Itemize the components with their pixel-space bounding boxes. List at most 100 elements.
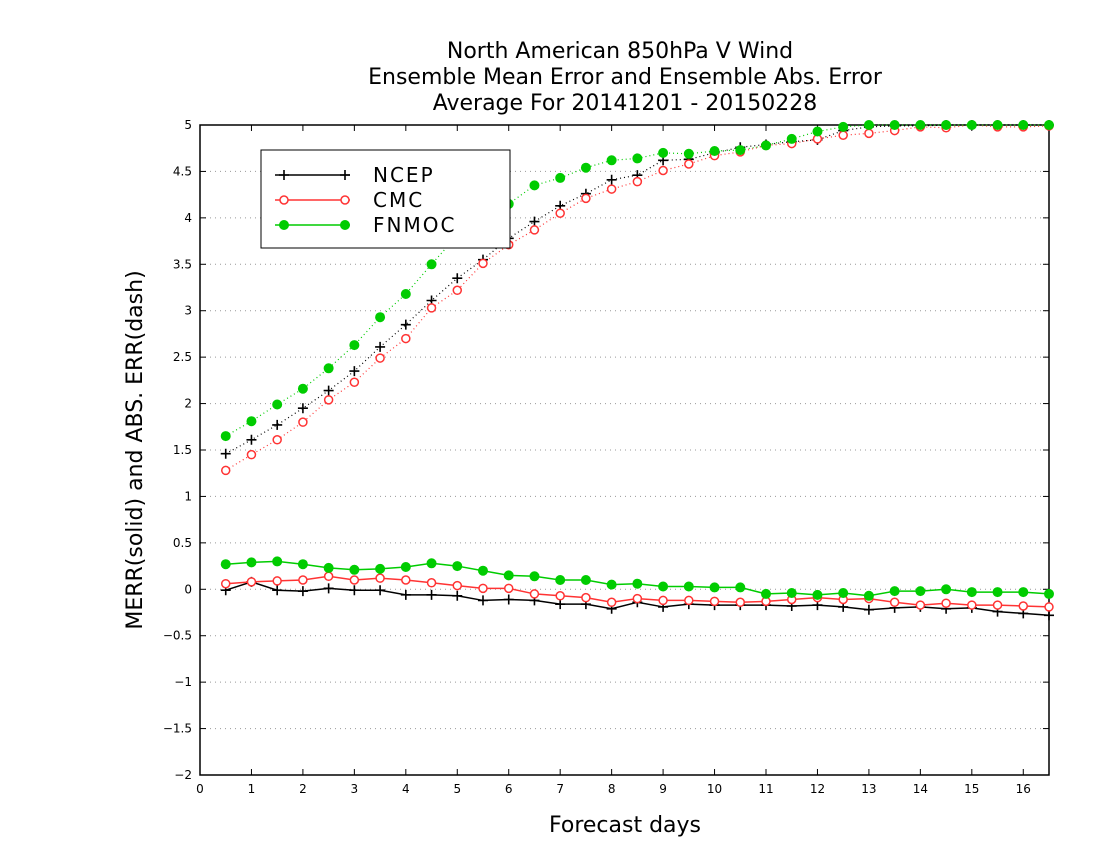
abs-err-point bbox=[220, 448, 231, 459]
x-tick-label: 10 bbox=[707, 782, 722, 796]
merr-point bbox=[297, 586, 308, 597]
abs-err-point bbox=[684, 159, 694, 169]
abs-err-point bbox=[375, 341, 386, 352]
abs-err-point bbox=[298, 417, 308, 427]
merr-point bbox=[1044, 602, 1054, 612]
merr-point bbox=[503, 570, 514, 581]
abs-err-point bbox=[838, 130, 848, 140]
merr-point bbox=[735, 582, 746, 593]
merr-point bbox=[529, 571, 540, 582]
merr-point bbox=[1018, 587, 1029, 598]
merr-point bbox=[992, 600, 1003, 610]
merr-point bbox=[606, 579, 617, 590]
merr-point bbox=[966, 587, 977, 598]
abs-err-point bbox=[426, 259, 437, 270]
merr-point bbox=[349, 585, 360, 596]
merr-point bbox=[349, 564, 360, 575]
abs-err-point bbox=[838, 121, 849, 132]
merr-point bbox=[555, 591, 565, 601]
abs-err-point bbox=[272, 435, 282, 445]
abs-err-point bbox=[555, 208, 565, 218]
merr-point bbox=[580, 575, 591, 585]
y-tick-label: 3.5 bbox=[173, 257, 192, 271]
merr-point bbox=[272, 585, 283, 596]
abs-err-point bbox=[246, 434, 257, 445]
merr-point bbox=[298, 575, 308, 585]
x-tick-label: 7 bbox=[556, 782, 564, 796]
abs-err-point bbox=[220, 431, 231, 442]
merr-point bbox=[452, 580, 463, 591]
abs-err-point bbox=[606, 155, 617, 166]
x-tick-label: 15 bbox=[964, 782, 979, 796]
abs-err-point bbox=[864, 128, 874, 139]
chart-title-line-1: North American 850hPa V Wind bbox=[447, 39, 793, 64]
y-tick-label: −2 bbox=[174, 768, 192, 782]
merr-point bbox=[1044, 588, 1054, 599]
abs-err-point bbox=[400, 289, 411, 299]
merr-point bbox=[735, 597, 746, 608]
merr-point bbox=[529, 589, 540, 599]
legend-box bbox=[260, 149, 511, 249]
merr-point bbox=[941, 584, 952, 595]
series-fnmoc bbox=[220, 120, 1054, 601]
x-tick-label: 4 bbox=[402, 782, 410, 796]
y-tick-label: 0.5 bbox=[173, 536, 192, 550]
legend-marker-ncep bbox=[340, 170, 350, 180]
x-tick-label: 6 bbox=[505, 782, 513, 796]
abs-err-point bbox=[349, 366, 360, 377]
merr-point bbox=[632, 593, 643, 604]
merr-point bbox=[503, 594, 514, 605]
merr-point bbox=[761, 588, 771, 599]
abs-err-point bbox=[297, 403, 308, 414]
abs-err-point bbox=[452, 285, 463, 296]
abs-err-point bbox=[272, 399, 283, 410]
abs-err-point bbox=[658, 147, 669, 158]
abs-err-point bbox=[786, 133, 797, 144]
merr-point bbox=[606, 597, 617, 608]
abs-err-point bbox=[1018, 120, 1029, 130]
merr-point bbox=[709, 596, 720, 607]
merr-point bbox=[915, 586, 926, 597]
merr-point bbox=[400, 562, 411, 572]
merr-point bbox=[967, 600, 977, 610]
x-tick-label: 9 bbox=[659, 782, 667, 796]
abs-err-point bbox=[452, 273, 463, 284]
merr-point bbox=[684, 595, 694, 606]
abs-err-point bbox=[529, 216, 540, 227]
legend-marker-cmc bbox=[340, 195, 350, 205]
merr-point bbox=[323, 562, 334, 573]
abs-err-point bbox=[812, 126, 823, 137]
merr-point bbox=[555, 575, 566, 585]
abs-err-point bbox=[529, 180, 540, 191]
merr-point bbox=[478, 595, 488, 606]
abs-err-line-ncep bbox=[225, 124, 1049, 455]
gridlines bbox=[200, 170, 1049, 730]
y-tick-label: 5 bbox=[184, 118, 192, 132]
abs-err-point bbox=[709, 146, 720, 156]
abs-err-point bbox=[375, 312, 386, 323]
abs-err-point bbox=[915, 120, 926, 130]
y-tick-label: 3 bbox=[184, 304, 192, 318]
merr-point bbox=[246, 557, 257, 568]
legend-label-ncep: NCEP bbox=[373, 163, 435, 187]
merr-point bbox=[581, 592, 591, 603]
x-tick-label: 14 bbox=[913, 782, 928, 796]
merr-point bbox=[632, 578, 643, 589]
merr-point bbox=[555, 599, 566, 610]
x-axis-label: Forecast days bbox=[549, 813, 701, 838]
legend-marker-fnmoc bbox=[279, 220, 289, 230]
merr-point bbox=[400, 589, 411, 600]
y-axis-label: MERR(solid) and ABS. ERR(dash) bbox=[123, 270, 148, 629]
abs-err-point bbox=[1044, 120, 1054, 130]
y-tick-label: −1 bbox=[174, 675, 192, 689]
merr-point bbox=[220, 578, 231, 589]
abs-err-point bbox=[246, 416, 257, 427]
y-tick-label: 1 bbox=[184, 489, 192, 503]
merr-point bbox=[503, 583, 514, 594]
x-tick-label: 13 bbox=[861, 782, 876, 796]
abs-err-point bbox=[375, 353, 385, 363]
legend-marker-fnmoc bbox=[340, 220, 350, 230]
merr-point bbox=[709, 582, 720, 593]
merr-point bbox=[838, 588, 849, 598]
merr-point bbox=[863, 604, 874, 615]
